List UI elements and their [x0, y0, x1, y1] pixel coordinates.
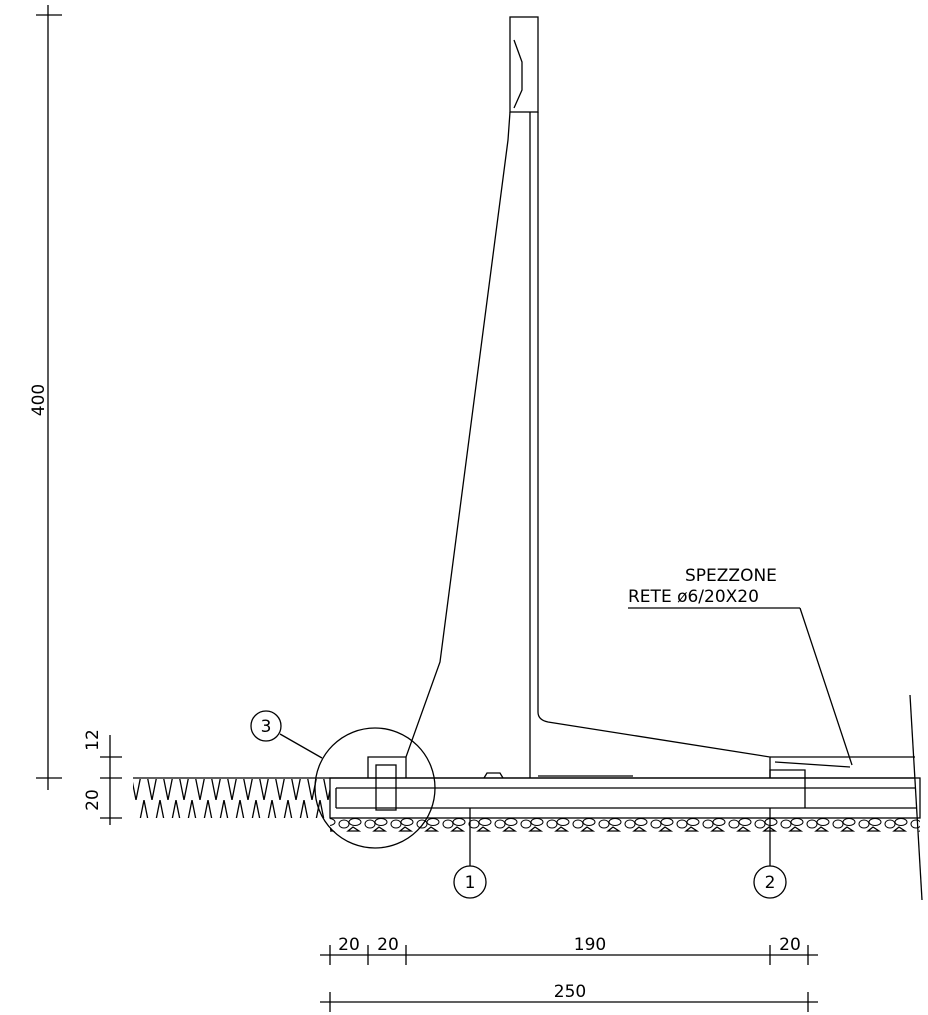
note-text: SPEZZONE: [685, 566, 777, 586]
dimension-label: 20: [779, 935, 801, 955]
dimension-label: 12: [83, 729, 103, 751]
horizontal-dimension: 20 20 190 20 250: [320, 935, 818, 1012]
dimension-label: 20: [377, 935, 399, 955]
dimension-label: 400: [29, 384, 49, 416]
callout-label: 2: [765, 873, 776, 893]
callout-label: 3: [261, 717, 272, 737]
note-text: RETE ø6/20X20: [628, 587, 759, 607]
callout-label: 1: [465, 873, 476, 893]
dimension-label: 190: [574, 935, 606, 955]
note: SPEZZONE RETE ø6/20X20: [628, 566, 853, 766]
slab: [329, 694, 923, 901]
ground: [133, 777, 330, 818]
dimension-label: 20: [338, 935, 360, 955]
vertical-dimension-small: 12 20: [83, 729, 122, 825]
vertical-dimension: 400: [29, 5, 62, 790]
dimension-label: 20: [83, 789, 103, 811]
dimension-label: 250: [554, 982, 586, 1002]
wall: [330, 16, 915, 779]
callouts: 3 1 2: [250, 710, 787, 899]
